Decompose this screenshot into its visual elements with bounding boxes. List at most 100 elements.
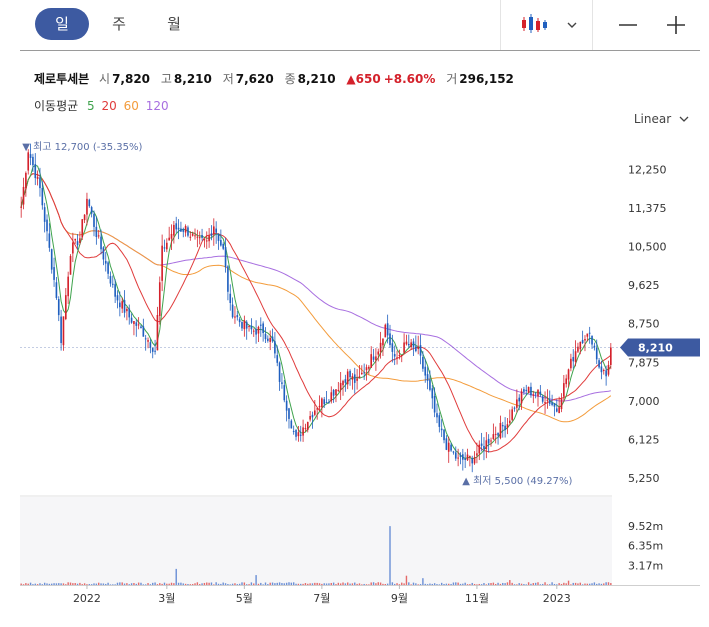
volume-bar (546, 584, 549, 585)
volume-bar (325, 583, 328, 585)
volume-bar (241, 582, 243, 585)
candle-body (356, 378, 358, 381)
candle-body (72, 242, 74, 254)
volume-bar (363, 583, 365, 585)
candle-body (161, 245, 163, 281)
volume-bar (25, 583, 27, 585)
candle-body (415, 346, 417, 352)
candle-body (471, 458, 474, 464)
volume-bar (285, 582, 288, 585)
volume-bar (588, 583, 591, 585)
tab-daily[interactable]: 일 (35, 8, 89, 40)
candle-body (86, 198, 88, 215)
volume-bar (90, 584, 93, 585)
candle-body (379, 342, 382, 352)
close-label: 종 (284, 72, 296, 86)
candle-body (600, 366, 603, 373)
volume-bar (126, 583, 128, 585)
candle-body (264, 333, 267, 340)
candle-body (459, 455, 462, 457)
candle-body (407, 343, 410, 346)
candle-body (555, 408, 558, 412)
candle-body (318, 405, 321, 408)
volume-bar (187, 584, 189, 585)
scale-selector[interactable]: Linear (634, 112, 689, 126)
price-tick-label: 7,000 (628, 395, 660, 408)
candle-body (109, 276, 112, 284)
candle-body (278, 362, 281, 382)
tab-monthly[interactable]: 월 (167, 15, 181, 33)
volume-bar (163, 582, 166, 585)
volume-bar (55, 583, 58, 585)
candle-body (358, 376, 361, 379)
volume-bar (405, 575, 408, 585)
candle-body (504, 425, 506, 431)
volume-bar (415, 583, 417, 585)
volume-bar (412, 582, 415, 585)
volume-bar (123, 583, 126, 585)
volume-bar (133, 583, 135, 585)
candle-body (337, 389, 340, 391)
candle-body (248, 326, 250, 328)
volume-bar (292, 582, 295, 585)
candle-body (574, 351, 577, 363)
volume-panel-label: 거래량 (34, 503, 68, 517)
volume-bar (51, 583, 53, 585)
candle-body (128, 308, 131, 318)
candle-body (567, 369, 570, 380)
volume-bar (386, 583, 389, 585)
volume-bar (307, 583, 309, 585)
candle-body (107, 262, 109, 274)
candle-body (20, 206, 22, 208)
volume-bar (105, 583, 107, 585)
candle-body (513, 407, 516, 409)
ma-20[interactable]: 20 (101, 99, 117, 113)
volume-bar (177, 582, 180, 585)
volume-bar (365, 584, 368, 585)
volume-bar (69, 582, 72, 585)
volume-bar (154, 582, 156, 585)
price-tick-label: 12,250 (628, 163, 667, 176)
volume-bar (224, 583, 227, 585)
volume-bar (361, 584, 363, 585)
candlestick-icon[interactable] (520, 13, 548, 35)
candle-body (210, 233, 213, 236)
volume-bar (102, 583, 105, 585)
minus-icon[interactable] (618, 15, 638, 35)
candle-body (527, 386, 530, 393)
candle-body (151, 347, 154, 352)
ma-5-line (20, 164, 612, 460)
volume-bar (191, 584, 194, 585)
candle-body (426, 374, 429, 381)
tab-weekly[interactable]: 주 (112, 15, 126, 33)
x-tick-label: 3월 (158, 592, 175, 605)
candles-group (20, 143, 612, 473)
price-change: ▲650 (346, 72, 381, 86)
candle-body (48, 233, 51, 248)
candle-body (137, 324, 140, 326)
chevron-down-icon[interactable] (566, 16, 578, 28)
candle-body (222, 243, 225, 249)
candle-body (39, 177, 41, 189)
price-tick-label: 11,375 (628, 202, 667, 215)
ma-120[interactable]: 120 (145, 99, 169, 113)
volume-bar (86, 584, 88, 585)
candle-body (243, 320, 246, 330)
candle-body (36, 176, 39, 179)
volume-bar (471, 582, 473, 585)
plus-icon[interactable] (666, 15, 686, 35)
ma-5[interactable]: 5 (87, 99, 95, 113)
volume-bar (473, 583, 476, 585)
volume-bar (335, 584, 337, 585)
low-label: 저 (222, 72, 234, 86)
candle-body (368, 366, 370, 369)
ma-60[interactable]: 60 (123, 99, 139, 113)
candle-body (220, 240, 222, 246)
volume-bar (492, 582, 495, 585)
volume-bar (234, 583, 236, 585)
candle-body (572, 357, 575, 362)
candle-body (328, 401, 330, 403)
candle-body (560, 398, 563, 410)
candle-body (417, 346, 420, 349)
